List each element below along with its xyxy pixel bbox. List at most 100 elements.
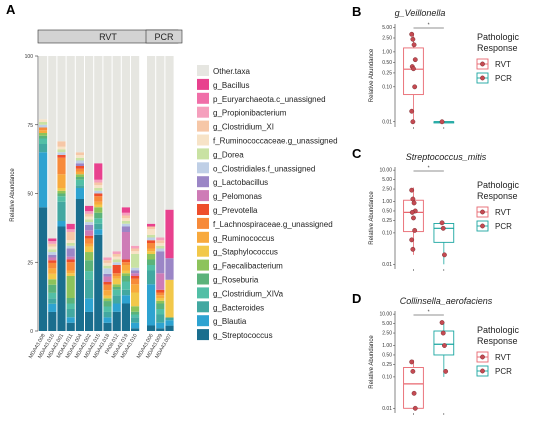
stacked-bar-segment <box>156 273 165 290</box>
stacked-bar-segment <box>165 325 174 331</box>
stacked-bar-segment <box>57 146 66 150</box>
data-point <box>440 225 446 231</box>
stacked-bar-segment <box>66 256 75 260</box>
significance-label: * <box>428 23 430 29</box>
stacked-bar-segment <box>39 130 48 133</box>
stacked-bar-segment <box>156 303 165 309</box>
legend-swatch <box>197 329 209 341</box>
stacked-bar-segment <box>94 212 103 219</box>
data-point <box>410 246 416 252</box>
y-tick-label: 0.25 <box>382 362 392 368</box>
panel-a-y-tick-label: 25 <box>27 260 33 266</box>
stacked-bar-segment <box>131 314 140 318</box>
data-point <box>410 196 416 202</box>
data-point <box>411 215 416 221</box>
stacked-bar-segment <box>48 268 57 274</box>
stacked-bar-segment <box>121 56 130 208</box>
legend-swatch <box>197 162 209 174</box>
stacked-bar-segment <box>39 207 48 331</box>
legend-entry: RVT <box>495 353 511 362</box>
stacked-bar-segment <box>165 320 174 326</box>
y-tick-label: 5.00 <box>382 321 392 327</box>
stacked-bar-segment <box>48 56 57 239</box>
stacked-bar-segment <box>112 254 121 257</box>
legend-entry: PCR <box>495 74 512 83</box>
stacked-bar-segment <box>48 254 57 258</box>
panel-b-box-plot: g_Veillonella 0.01 0.10 0.25 0.50 1.00 2.50 5.0… <box>369 8 520 129</box>
stacked-bar-segment <box>94 201 103 205</box>
stacked-bar-segment <box>48 243 57 247</box>
legend-entry: g_Staphylococcus <box>213 248 278 257</box>
legend-entry: f_Ruminococcaceae.g_unassigned <box>213 137 338 146</box>
stacked-bar-segment <box>66 322 75 331</box>
stacked-bar-segment <box>57 141 66 147</box>
stacked-bar-segment <box>85 211 94 214</box>
stacked-bar-segment <box>112 295 121 304</box>
y-tick-label: 0.10 <box>382 375 392 381</box>
stacked-bar-segment <box>85 271 94 280</box>
stacked-bar-segment <box>131 276 140 279</box>
stacked-bar-segment <box>75 56 84 153</box>
panel-c-box-plot: Streptococcus_mitis 0.01 0.10 0.25 0.50 1.00 2… <box>369 152 520 271</box>
panel-a-ylabel: Relative Abundance <box>10 168 16 222</box>
panel-a-bars <box>39 56 174 331</box>
legend-title: Pathologic <box>477 32 520 42</box>
stacked-bar-segment <box>66 317 75 323</box>
stacked-bar-segment <box>57 155 66 158</box>
stacked-bar-segment <box>131 251 140 254</box>
stacked-bar-segment <box>156 243 165 246</box>
y-tick-label: 5.00 <box>382 177 392 183</box>
stacked-bar-segment <box>121 273 130 276</box>
legend-swatch <box>197 190 209 202</box>
stacked-bar-segment <box>103 56 112 258</box>
stacked-bar-segment <box>75 177 84 180</box>
panel-a-legend: Other.taxa g_Bacillus p_Euryarchaeota.c_un… <box>197 65 338 341</box>
y-tick-label: 2.50 <box>382 331 392 337</box>
stacked-bar-segment <box>39 124 48 128</box>
data-point <box>409 31 415 37</box>
stacked-bar-segment <box>66 248 75 257</box>
stacked-bar-segment <box>156 298 165 301</box>
stacked-bar-segment <box>103 311 112 318</box>
stacked-bar-segment <box>156 309 165 315</box>
stacked-bar-segment <box>131 254 140 268</box>
legend-entry: Other.taxa <box>213 67 250 76</box>
stacked-bar-segment <box>85 252 94 261</box>
stacked-bar-segment <box>131 328 140 331</box>
data-point <box>440 330 446 336</box>
legend-entry: g_Dorea <box>213 150 244 159</box>
stacked-bar-segment <box>103 298 112 302</box>
stacked-bar-segment <box>131 273 140 276</box>
stacked-bar-segment <box>147 284 156 326</box>
stacked-bar-segment <box>57 152 66 155</box>
data-point <box>410 119 416 125</box>
stacked-bar-segment <box>147 234 156 238</box>
legend-swatch <box>197 259 209 271</box>
y-tick-label: 0.01 <box>382 262 392 268</box>
stacked-bar-segment <box>165 258 174 280</box>
stacked-bar-segment <box>147 229 156 235</box>
stacked-bar-segment <box>112 273 121 276</box>
legend-key-dot <box>480 354 485 360</box>
stacked-bar-segment <box>66 259 75 263</box>
stacked-bar-segment <box>165 209 174 259</box>
data-point <box>439 220 445 226</box>
stacked-bar-segment <box>156 56 165 238</box>
stacked-bar-segment <box>103 260 112 263</box>
stacked-bar-segment <box>121 262 130 265</box>
legend-entry: RVT <box>495 208 511 217</box>
y-tick-label: 1.00 <box>382 199 392 205</box>
legend-entry: g_Bacteroides <box>213 303 264 312</box>
stacked-bar-segment <box>156 292 165 296</box>
stacked-bar-segment <box>147 223 156 227</box>
stacked-bar-segment <box>85 56 94 206</box>
y-tick-label: 0.10 <box>382 84 392 90</box>
data-point <box>411 200 417 206</box>
stacked-bar-segment <box>66 243 75 246</box>
stacked-bar-segment <box>112 284 121 287</box>
stacked-bar-segment <box>66 262 75 271</box>
stacked-bar-segment <box>75 166 84 169</box>
legend-entry: g_Clostridium_XIVa <box>213 289 284 298</box>
stacked-bar-segment <box>75 179 84 186</box>
box-plot-title: Streptococcus_mitis <box>406 152 487 162</box>
